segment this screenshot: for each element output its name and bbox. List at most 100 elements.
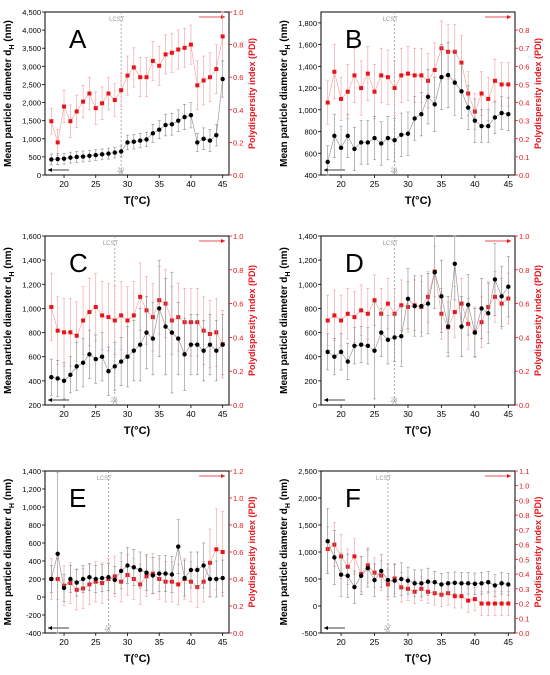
diameter-series-line [327,541,509,588]
diameter-point [379,568,384,574]
pdi-point [100,313,105,318]
diameter-point [492,115,498,120]
y-right-tick-label: 0.6 [519,300,529,309]
y-left-tick-label: 800 [304,128,317,137]
diameter-point [506,111,511,117]
y-left-tick-label: 0 [313,401,317,410]
y-right-tick-label: 0.3 [519,117,529,126]
y-right-tick-label: 0.2 [519,367,529,376]
plot-frame [320,11,516,176]
y-right-tick-label: 0.1 [519,614,529,623]
y-left-tick-label: -500 [302,629,317,638]
diameter-point [459,324,464,329]
pdi-point [479,601,484,606]
plot-frame [44,11,230,176]
diameter-point [338,349,344,355]
heating-arrowhead-icon [221,15,225,19]
diameter-point [106,151,111,156]
diameter-point [157,571,162,576]
diameter-point [432,580,437,585]
diameter-point [68,155,73,160]
diameter-point [163,122,168,128]
diameter-point [49,157,54,162]
x-tick-label: 45 [218,179,228,189]
diameter-point [176,118,181,123]
diameter-point [112,150,117,155]
panel-letter: E [69,483,86,513]
diameter-point [176,544,181,549]
y-right-tick-label: 0.4 [519,333,529,342]
diameter-series-line [327,263,509,363]
panel-letter: A [69,24,87,54]
pdi-point [345,89,350,94]
pdi-point [220,550,225,554]
lcst-marker-icon [112,399,118,405]
diameter-point [365,343,371,349]
pdi-point [188,42,193,47]
pdi-point [452,594,457,599]
y-right-tick-label: 0.0 [233,629,243,638]
x-tick-label: 35 [437,179,447,189]
y-left-tick-label: 3,500 [22,44,41,53]
x-tick-label: 25 [91,409,101,419]
y-left-axis-title: Mean particle diameter dH (nm) [279,20,292,167]
y-left-tick-label: 200 [304,377,317,386]
y-left-tick-label: 1,400 [298,62,317,71]
pdi-series-line [327,544,509,604]
diameter-point [131,139,137,144]
pdi-point [399,73,404,78]
pdi-point [486,601,491,606]
diameter-point [338,145,344,151]
x-axis-title: T(°C) [405,653,432,665]
y-left-tick-label: 1,400 [298,232,317,241]
y-left-tick-label: 1,000 [22,304,41,313]
y-right-tick-label: 0.2 [519,600,529,609]
diameter-point [106,575,111,580]
pdi-point [432,67,437,72]
y-left-tick-label: 1,500 [22,117,41,126]
diameter-point [385,135,391,141]
diameter-point [214,132,219,138]
y-left-tick-label: 1,200 [298,84,317,93]
pdi-point [176,47,181,52]
diameter-point [74,154,79,160]
diameter-point [125,354,130,359]
diameter-point [332,555,337,560]
diameter-point [405,296,411,301]
diameter-point [412,303,417,309]
diameter-point [399,132,404,137]
x-tick-label: 45 [218,409,228,419]
y-left-tick-label: 1,800 [298,19,317,28]
pdi-series-line [51,36,223,143]
diameter-point [432,102,437,107]
heating-arrowhead-icon [221,474,225,478]
heating-arrowhead-icon [507,239,511,243]
y-right-tick-label: 0.3 [519,585,529,594]
pdi-point [332,69,337,74]
y-right-tick-label: 0.4 [233,575,243,584]
pdi-point [119,88,124,93]
pdi-point [392,86,397,91]
diameter-point [207,138,213,143]
y-left-title-unit: (nm) [3,20,14,44]
diameter-point [439,294,444,299]
y-left-tick-label: -400 [26,629,41,638]
lcst-marker-icon [385,627,391,633]
y-left-tick-label: 500 [28,153,41,162]
y-left-tick-label: 1,200 [22,485,41,494]
diameter-point [61,156,67,161]
y-right-tick-label: 0.2 [233,602,243,611]
x-tick-label: 40 [186,637,196,647]
diameter-point [332,354,337,359]
pdi-point [399,303,404,308]
x-tick-label: 30 [123,409,133,419]
diameter-point [439,582,444,587]
diameter-point [506,284,511,289]
diameter-point [352,343,357,349]
pdi-point [207,75,212,80]
pdi-point [55,328,60,333]
y-left-axis-title: Mean particle diameter dH (nm) [3,20,16,167]
diameter-point [452,580,457,585]
diameter-point [207,576,213,582]
pdi-point [182,45,187,50]
